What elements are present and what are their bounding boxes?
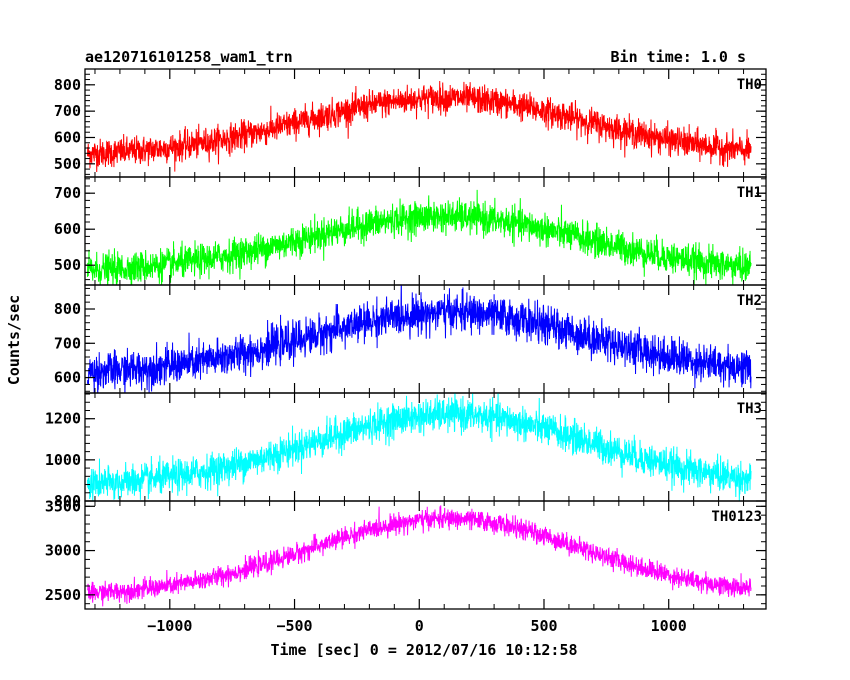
panel-label-th0: TH0 xyxy=(737,77,762,93)
y-axis-label: Counts/sec xyxy=(5,295,23,385)
x-tick-label: 0 xyxy=(415,617,424,635)
y-tick-label: 700 xyxy=(54,184,81,202)
bin-time-label: Bin time: 1.0 s xyxy=(611,48,746,66)
x-axis-label: Time [sec] 0 = 2012/07/16 10:12:58 xyxy=(270,641,577,659)
x-tick-label: 500 xyxy=(530,617,557,635)
y-tick-label: 700 xyxy=(54,102,81,120)
x-axis: −1000 −500 0 500 1000 xyxy=(147,617,687,635)
x-tick-label: −500 xyxy=(276,617,312,635)
panel-frame xyxy=(84,68,767,178)
series-line-th3 xyxy=(86,393,752,501)
x-tick-label: 1000 xyxy=(651,617,687,635)
y-tick-label: 800 xyxy=(54,492,81,510)
y-tick-label: 1200 xyxy=(45,410,81,428)
y-tick-label: 800 xyxy=(54,76,81,94)
y-tick-label: 800 xyxy=(54,300,81,318)
series-line-th0 xyxy=(86,81,752,172)
series-line-th2 xyxy=(86,285,752,393)
y-tick-label: 600 xyxy=(54,369,81,387)
panel-label-th3: TH3 xyxy=(737,401,762,417)
panel-th0123: 2500 3000 3500 TH0123 xyxy=(45,497,767,610)
series-line-th1 xyxy=(86,189,752,285)
y-tick-label: 600 xyxy=(54,220,81,238)
panel-label-th2: TH2 xyxy=(737,293,762,309)
series-line-th0123 xyxy=(87,505,752,607)
panel-th0: 500 600 700 800 TH0 xyxy=(54,68,767,178)
y-tick-label: 1000 xyxy=(45,451,81,469)
y-tick-label: 700 xyxy=(54,334,81,352)
panel-frame xyxy=(84,500,767,610)
x-tick-label: −1000 xyxy=(147,617,192,635)
y-tick-label: 500 xyxy=(54,256,81,274)
chart-title: ae120716101258_wam1_trn xyxy=(85,48,293,66)
y-tick-label: 500 xyxy=(54,155,81,173)
panel-th1: 500 600 700 TH1 xyxy=(54,176,767,286)
panels-group: 500 600 700 800 TH0 500 600 700 TH1 600 700 800 TH2 8… xyxy=(45,68,767,610)
y-tick-label: 3500 xyxy=(45,497,81,515)
y-tick-label: 3000 xyxy=(45,542,81,560)
panel-label-th1: TH1 xyxy=(737,185,762,201)
y-tick-label: 600 xyxy=(54,128,81,146)
y-tick-label: 2500 xyxy=(45,586,81,604)
panel-label-th0123: TH0123 xyxy=(711,509,762,525)
panel-th2: 600 700 800 TH2 xyxy=(54,284,767,394)
panel-th3: 800 1000 1200 TH3 xyxy=(45,392,767,510)
panel-frame xyxy=(84,176,767,286)
